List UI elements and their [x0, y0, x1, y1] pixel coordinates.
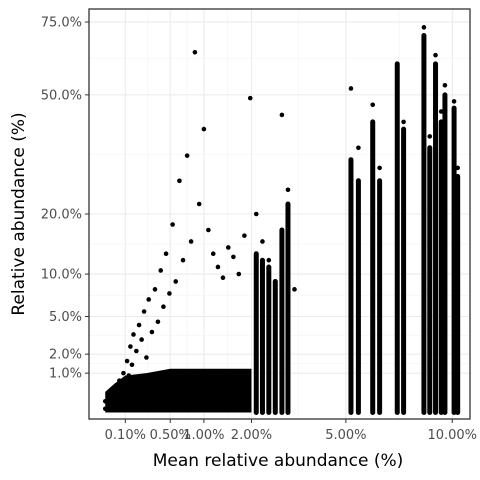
x-axis-title: Mean relative abundance (%) [153, 451, 404, 471]
data-points [102, 25, 461, 416]
x-tick-label: 1.00% [183, 428, 224, 443]
data-point [356, 145, 361, 151]
data-point [394, 61, 400, 67]
y-tick-label: 20.0% [41, 208, 82, 223]
x-tick-label: 5.00% [325, 428, 366, 443]
data-point [167, 291, 172, 296]
data-point [253, 211, 259, 217]
data-point [146, 297, 151, 302]
dense-point-cluster [105, 368, 252, 413]
y-tick-label: 10.0% [41, 268, 82, 283]
data-point [170, 222, 175, 227]
data-point [121, 370, 126, 376]
data-point [285, 187, 291, 193]
data-point [163, 251, 169, 257]
data-point [173, 279, 179, 284]
data-point [117, 378, 122, 383]
data-point [126, 373, 132, 378]
data-point [180, 257, 186, 263]
x-tick-label: 10.00% [427, 428, 477, 443]
data-point [119, 391, 124, 397]
data-point [225, 245, 231, 250]
data-point [377, 165, 382, 171]
x-axis-ticks: 0.10% 0.50%1.00% 2.00% 5.00% 10.00% [105, 419, 477, 443]
data-point [161, 304, 166, 310]
data-point [124, 358, 130, 364]
data-point [192, 49, 198, 55]
data-point [114, 396, 120, 401]
data-point [206, 227, 211, 233]
data-point [242, 233, 247, 238]
data-point [128, 344, 133, 349]
data-point [144, 355, 149, 360]
data-point [401, 119, 406, 125]
data-point [455, 165, 460, 171]
y-tick-label: 1.0% [49, 367, 82, 382]
data-point [141, 309, 147, 314]
data-point [158, 268, 164, 273]
data-point [102, 398, 108, 404]
data-point [106, 391, 112, 397]
data-point [231, 254, 236, 260]
y-tick-label: 5.0% [49, 310, 82, 325]
x-tick-label: 0.10% [105, 428, 146, 443]
data-point [236, 271, 242, 277]
data-point [272, 279, 278, 284]
data-point [220, 275, 226, 281]
y-tick-label: 75.0% [41, 16, 82, 31]
data-point [370, 102, 376, 108]
data-point [129, 362, 135, 368]
data-point [155, 319, 161, 325]
data-point [139, 337, 144, 342]
data-point [201, 126, 207, 132]
data-point [136, 322, 142, 328]
x-tick-label: 0.50% [150, 428, 191, 443]
data-point [188, 239, 194, 244]
data-point [442, 82, 448, 88]
data-point [215, 264, 221, 270]
data-point [177, 178, 182, 184]
data-point [247, 95, 253, 101]
data-point [266, 257, 272, 263]
data-point [260, 239, 265, 244]
y-axis-title: Relative abundance (%) [9, 112, 29, 315]
y-tick-label: 50.0% [41, 88, 82, 103]
data-point [433, 52, 438, 58]
y-axis-ticks: 1.0% 2.0% 5.0% 10.0% 20.0% 50.0% 75.0% [41, 16, 89, 382]
data-point [279, 112, 285, 118]
x-tick-label: 2.00% [231, 428, 272, 443]
data-point [438, 109, 444, 114]
data-point [184, 153, 190, 158]
data-point [451, 99, 457, 104]
data-point [427, 134, 433, 139]
data-point [210, 251, 216, 257]
data-point [149, 329, 155, 335]
data-point [123, 381, 128, 386]
data-point [102, 406, 108, 412]
y-tick-label: 2.0% [49, 348, 82, 363]
data-point [152, 287, 158, 292]
data-point [131, 332, 136, 337]
data-point [112, 387, 117, 393]
data-point [348, 86, 354, 91]
data-point [134, 348, 139, 354]
data-point [196, 201, 202, 207]
data-point [292, 287, 297, 292]
data-point [109, 402, 115, 407]
data-point [421, 25, 427, 30]
